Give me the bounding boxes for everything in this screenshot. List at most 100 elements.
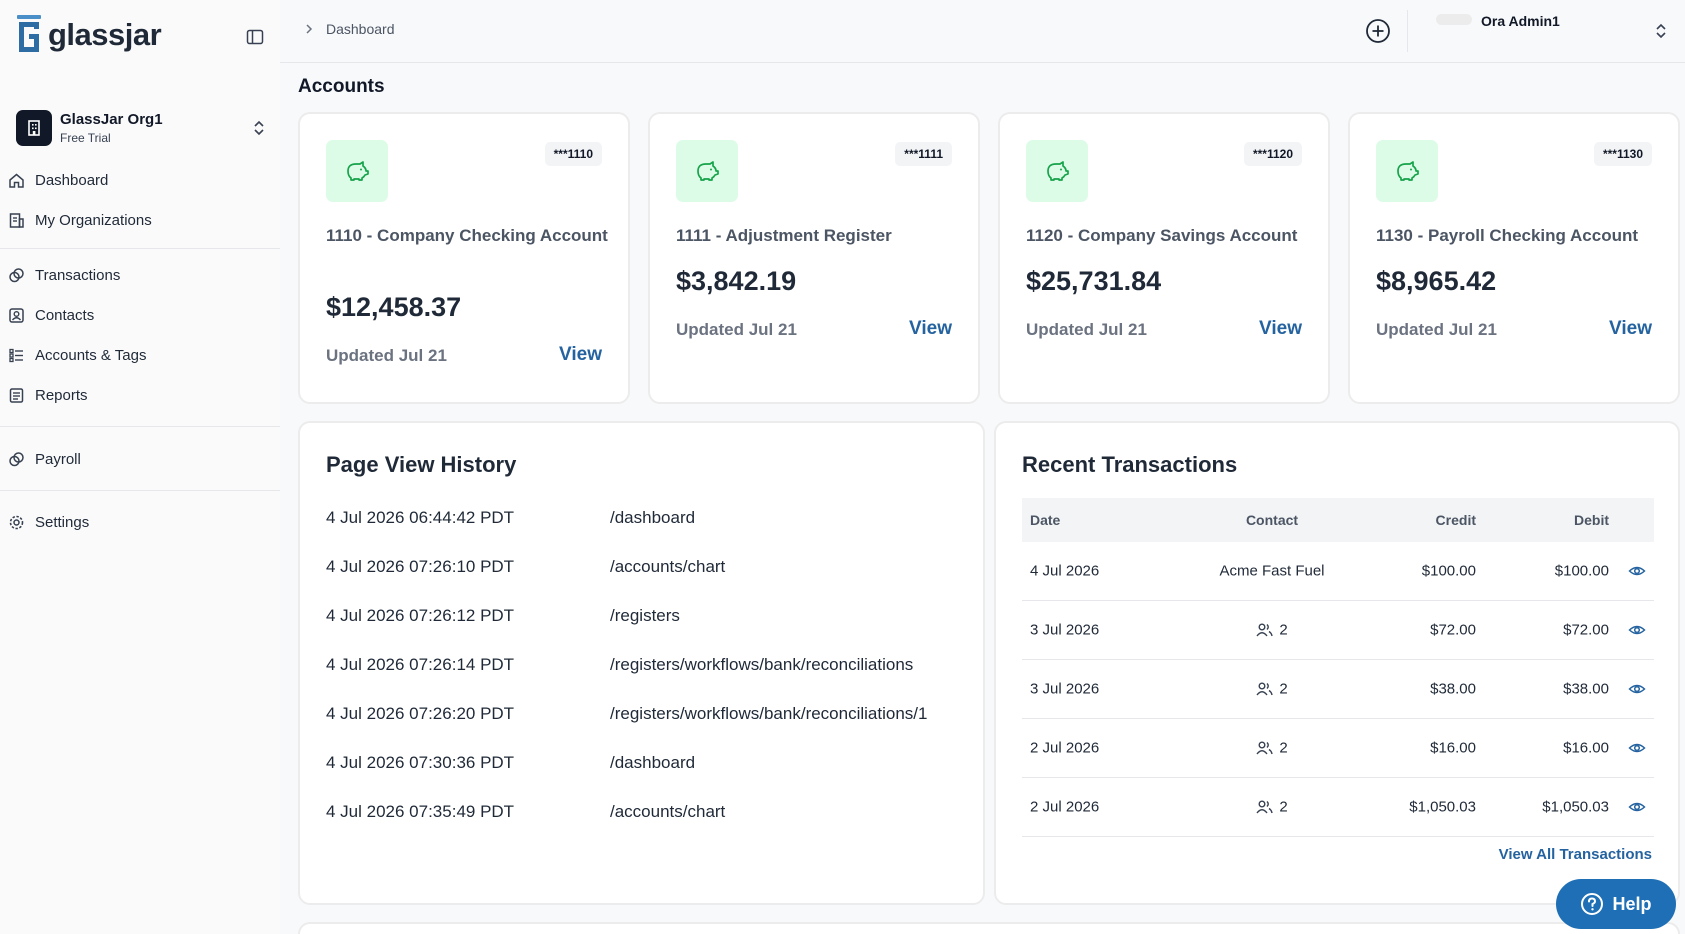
view-path: /dashboard	[610, 753, 696, 772]
view-path: /dashboard	[610, 508, 696, 527]
view-account-link[interactable]: View	[1609, 318, 1652, 339]
tx-credit: $38.00	[1430, 680, 1476, 698]
contact-count: 2	[1279, 680, 1288, 698]
sidebar-item-label: Reports	[35, 386, 88, 404]
account-mask: ***1111	[895, 142, 952, 166]
list-item: 4 Jul 2026 07:26:20 PDT /registers/workf…	[326, 704, 966, 726]
view-account-link[interactable]: View	[1259, 318, 1302, 339]
table-row[interactable]: 3 Jul 2026 2 $72.00 $72.00	[1022, 601, 1654, 660]
brand-logo[interactable]: glassjar	[14, 15, 162, 55]
users-icon	[1256, 682, 1274, 696]
list-item: 4 Jul 2026 07:26:10 PDT /accounts/chart	[326, 557, 966, 579]
chevron-up-down-icon	[254, 120, 264, 136]
tx-credit: $16.00	[1430, 739, 1476, 757]
sidebar-divider	[0, 490, 280, 491]
eye-icon[interactable]	[1628, 621, 1646, 639]
eye-icon[interactable]	[1628, 739, 1646, 757]
account-card[interactable]: ***1120 1120 - Company Savings Account $…	[998, 112, 1330, 404]
table-row[interactable]: 2 Jul 2026 2 $16.00 $16.00	[1022, 719, 1654, 778]
sidebar-item-label: My Organizations	[35, 211, 152, 229]
tx-debit: $1,050.03	[1542, 798, 1609, 816]
account-card[interactable]: ***1111 1111 - Adjustment Register $3,84…	[648, 112, 980, 404]
account-mask: ***1120	[1243, 142, 1302, 166]
tx-debit: $100.00	[1554, 562, 1609, 580]
view-time: 4 Jul 2026 07:30:36 PDT	[326, 753, 515, 772]
column-header-credit: Credit	[1435, 512, 1476, 528]
view-all-transactions-link[interactable]: View All Transactions	[1498, 846, 1652, 863]
users-icon	[1256, 800, 1274, 814]
sidebar-item-label: Contacts	[35, 306, 95, 324]
sidebar-item-contacts[interactable]: Contacts	[8, 304, 94, 326]
column-header-contact: Contact	[1245, 512, 1299, 528]
tx-debit: $72.00	[1563, 621, 1609, 639]
recent-transactions-panel: Recent Transactions Date Contact Credit …	[994, 421, 1680, 905]
contact-card-icon	[9, 307, 24, 323]
piggy-bank-icon	[1026, 140, 1088, 202]
table-row[interactable]: 2 Jul 2026 2 $1,050.03 $1,050.03	[1022, 778, 1654, 837]
sidebar-item-my-organizations[interactable]: My Organizations	[8, 209, 152, 231]
table-row[interactable]: 4 Jul 2026 Acme Fast Fuel $100.00 $100.0…	[1022, 542, 1654, 601]
view-time: 4 Jul 2026 07:26:14 PDT	[326, 655, 515, 674]
account-card[interactable]: ***1110 1110 - Company Checking Account …	[298, 112, 630, 404]
column-header-date: Date	[1030, 512, 1061, 528]
account-balance: $3,842.19	[676, 266, 797, 296]
tx-contact: 2	[1182, 622, 1362, 639]
view-path: /registers/workflows/bank/reconciliation…	[610, 655, 914, 674]
account-balance: $12,458.37	[326, 292, 462, 322]
users-icon	[1256, 741, 1274, 755]
sidebar-toggle-icon[interactable]	[246, 28, 264, 46]
eye-icon[interactable]	[1628, 562, 1646, 580]
sidebar-item-payroll[interactable]: Payroll	[8, 448, 81, 470]
account-name: 1120 - Company Savings Account	[1026, 226, 1298, 245]
account-mask: ***1110	[544, 142, 602, 166]
account-card[interactable]: ***1130 1130 - Payroll Checking Account …	[1348, 112, 1680, 404]
contact-name: Acme Fast Fuel	[1219, 562, 1325, 580]
tx-contact: 2	[1182, 799, 1362, 816]
view-time: 4 Jul 2026 07:26:20 PDT	[326, 704, 515, 723]
org-switcher[interactable]: GlassJar Org1 Free Trial	[16, 108, 266, 148]
help-label: Help	[1612, 893, 1652, 914]
piggy-bank-icon	[676, 140, 738, 202]
panel-title: Page View History	[326, 452, 517, 477]
sidebar-item-settings[interactable]: Settings	[8, 511, 89, 533]
table-row[interactable]: 3 Jul 2026 2 $38.00 $38.00	[1022, 660, 1654, 719]
sidebar-item-reports[interactable]: Reports	[8, 384, 88, 406]
contact-count: 2	[1279, 621, 1288, 639]
sidebar: glassjar GlassJar Org1 Free Trial Dashbo…	[0, 0, 280, 934]
sidebar-item-accounts-tags[interactable]: Accounts & Tags	[8, 344, 146, 366]
sidebar-divider	[0, 426, 280, 427]
view-path: /accounts/chart	[610, 557, 726, 576]
tx-debit: $16.00	[1563, 739, 1609, 757]
account-updated: Updated Jul 21	[1026, 320, 1147, 339]
avatar	[1436, 14, 1472, 25]
account-name: 1130 - Payroll Checking Account	[1376, 226, 1639, 245]
contact-count: 2	[1279, 798, 1288, 816]
tx-date: 3 Jul 2026	[1030, 680, 1100, 698]
view-account-link[interactable]: View	[909, 318, 952, 339]
column-header-debit: Debit	[1574, 512, 1609, 528]
account-updated: Updated Jul 21	[326, 346, 447, 365]
sidebar-item-transactions[interactable]: Transactions	[8, 264, 120, 286]
header-divider	[1407, 10, 1408, 52]
sidebar-item-dashboard[interactable]: Dashboard	[8, 169, 108, 191]
tx-credit: $100.00	[1421, 562, 1476, 580]
add-circle-icon[interactable]	[1365, 18, 1391, 44]
org-name: GlassJar Org1	[60, 111, 163, 128]
tx-debit: $38.00	[1563, 680, 1609, 698]
tx-date: 3 Jul 2026	[1030, 621, 1100, 639]
eye-icon[interactable]	[1628, 680, 1646, 698]
account-name: 1110 - Company Checking Account	[326, 226, 608, 245]
eye-icon[interactable]	[1628, 798, 1646, 816]
next-section-card	[298, 922, 1680, 934]
account-name: 1111 - Adjustment Register	[676, 226, 892, 245]
breadcrumb-item[interactable]: Dashboard	[326, 21, 395, 37]
sidebar-divider	[0, 248, 280, 249]
view-account-link[interactable]: View	[559, 344, 602, 365]
account-balance: $25,731.84	[1026, 266, 1162, 296]
page-view-history-panel: Page View History 4 Jul 2026 06:44:42 PD…	[298, 421, 985, 905]
sidebar-item-label: Settings	[35, 513, 90, 531]
help-button[interactable]: Help	[1556, 879, 1676, 929]
list-item: 4 Jul 2026 07:30:36 PDT /dashboard	[326, 753, 966, 775]
user-menu[interactable]: Ora Admin1	[1436, 12, 1668, 52]
view-time: 4 Jul 2026 06:44:42 PDT	[326, 508, 515, 527]
